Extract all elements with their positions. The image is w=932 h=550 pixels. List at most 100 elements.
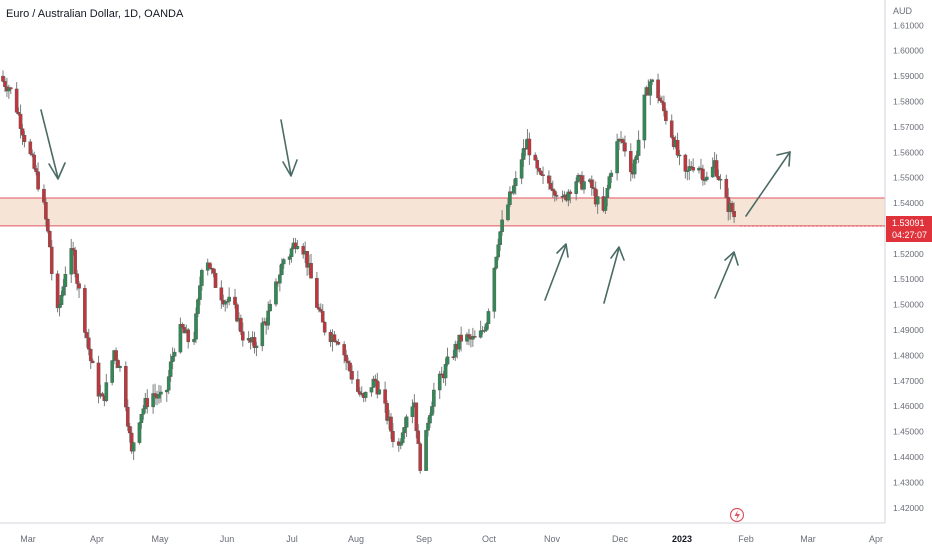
time-tick-label: Jul [286, 534, 298, 544]
candle-down [116, 360, 120, 368]
candle-up [718, 178, 723, 181]
price-tick-label: 1.46000 [893, 401, 924, 411]
candle-up [131, 442, 136, 452]
candle-up [437, 373, 442, 391]
candle-up [710, 166, 715, 178]
candle-countdown: 04:27:07 [892, 230, 928, 240]
event-flash-icon[interactable] [729, 507, 745, 523]
candle-up [410, 406, 415, 418]
candle-up [513, 178, 518, 186]
candle-up [266, 310, 270, 326]
candle-down [317, 307, 321, 310]
price-tick-label: 1.51000 [893, 274, 924, 284]
candle-down [85, 332, 89, 338]
candle-up [400, 432, 405, 444]
candle-up [609, 172, 614, 177]
candle-down [47, 231, 52, 248]
candle-down [42, 188, 46, 203]
candle-up [274, 281, 278, 305]
candle-up [632, 159, 637, 175]
candle-up [59, 295, 64, 305]
candle-down [535, 159, 539, 169]
candle-down [14, 88, 19, 113]
candle-up [432, 389, 436, 407]
candle-up [496, 244, 500, 258]
candle-down [49, 246, 54, 275]
candle-up [157, 394, 161, 399]
price-tick-label: 1.44000 [893, 452, 924, 462]
candle-up [289, 248, 294, 257]
candle-down [346, 360, 350, 364]
price-tick-label: 1.57000 [893, 122, 924, 132]
last-price-tag: 1.53091 04:27:07 [886, 216, 932, 242]
candle-up [194, 313, 198, 340]
price-tick-label: 1.48000 [893, 350, 924, 360]
candle-down [623, 142, 627, 152]
candle-up [582, 181, 586, 190]
candle-down [34, 168, 38, 173]
candle-up [398, 442, 403, 446]
lightning-icon [734, 510, 740, 521]
candle-up [254, 345, 259, 348]
time-tick-label: Oct [482, 534, 497, 544]
candle-down [211, 268, 216, 274]
candle-down [656, 79, 660, 99]
price-tick-label: 1.54000 [893, 198, 924, 208]
candle-up [172, 351, 177, 357]
candle-down [373, 378, 378, 382]
candle-up [170, 356, 175, 362]
candle-down [683, 154, 688, 172]
candle-down [537, 168, 541, 172]
up-arrow-annotation [714, 251, 739, 299]
candle-up [200, 270, 204, 286]
candle-down [186, 329, 191, 343]
candle-down [318, 309, 323, 312]
candle-down [547, 175, 551, 184]
candle-up [69, 248, 74, 275]
candle-down [16, 112, 21, 115]
resistance-support-zone [0, 197, 885, 226]
candle-down [114, 350, 118, 361]
candle-down [241, 331, 245, 341]
candle-down [714, 160, 719, 177]
candle-down [22, 134, 27, 142]
candle-up [494, 256, 499, 269]
price-tick-label: 1.61000 [893, 20, 924, 30]
candle-down [219, 287, 224, 301]
price-tick-label: 1.58000 [893, 96, 924, 106]
down-arrow-annotation [280, 119, 298, 177]
candle-down [207, 262, 212, 269]
candle-down [336, 342, 341, 345]
time-tick-label: Dec [612, 534, 629, 544]
price-tick-label: 1.52000 [893, 249, 924, 259]
candle-up [648, 81, 653, 96]
candle-up [287, 256, 292, 260]
candle-down [239, 317, 243, 332]
price-tick-label: 1.60000 [893, 46, 924, 56]
candle-down [213, 272, 218, 288]
candle-down [628, 151, 633, 173]
candle-down [660, 100, 664, 103]
down-arrow-annotation [40, 109, 66, 180]
candle-up [141, 408, 146, 415]
candle-down [83, 288, 87, 333]
candle-up [168, 361, 173, 377]
candle-down [389, 416, 393, 432]
candle-down [459, 334, 463, 342]
candle-down [348, 362, 352, 372]
candle-down [658, 97, 662, 102]
candle-down [124, 366, 128, 408]
candle-down [350, 370, 354, 380]
up-arrow-annotation [544, 243, 569, 301]
candle-down [309, 263, 313, 279]
candle-down [473, 336, 477, 338]
candle-up [615, 141, 619, 174]
candle-down [549, 182, 553, 190]
candle-down [77, 283, 81, 289]
candle-up [377, 389, 382, 395]
candle-down [8, 87, 13, 90]
candle-down [568, 191, 573, 194]
chart-title: Euro / Australian Dollar, 1D, OANDA [6, 8, 184, 20]
candle-down [730, 203, 734, 212]
